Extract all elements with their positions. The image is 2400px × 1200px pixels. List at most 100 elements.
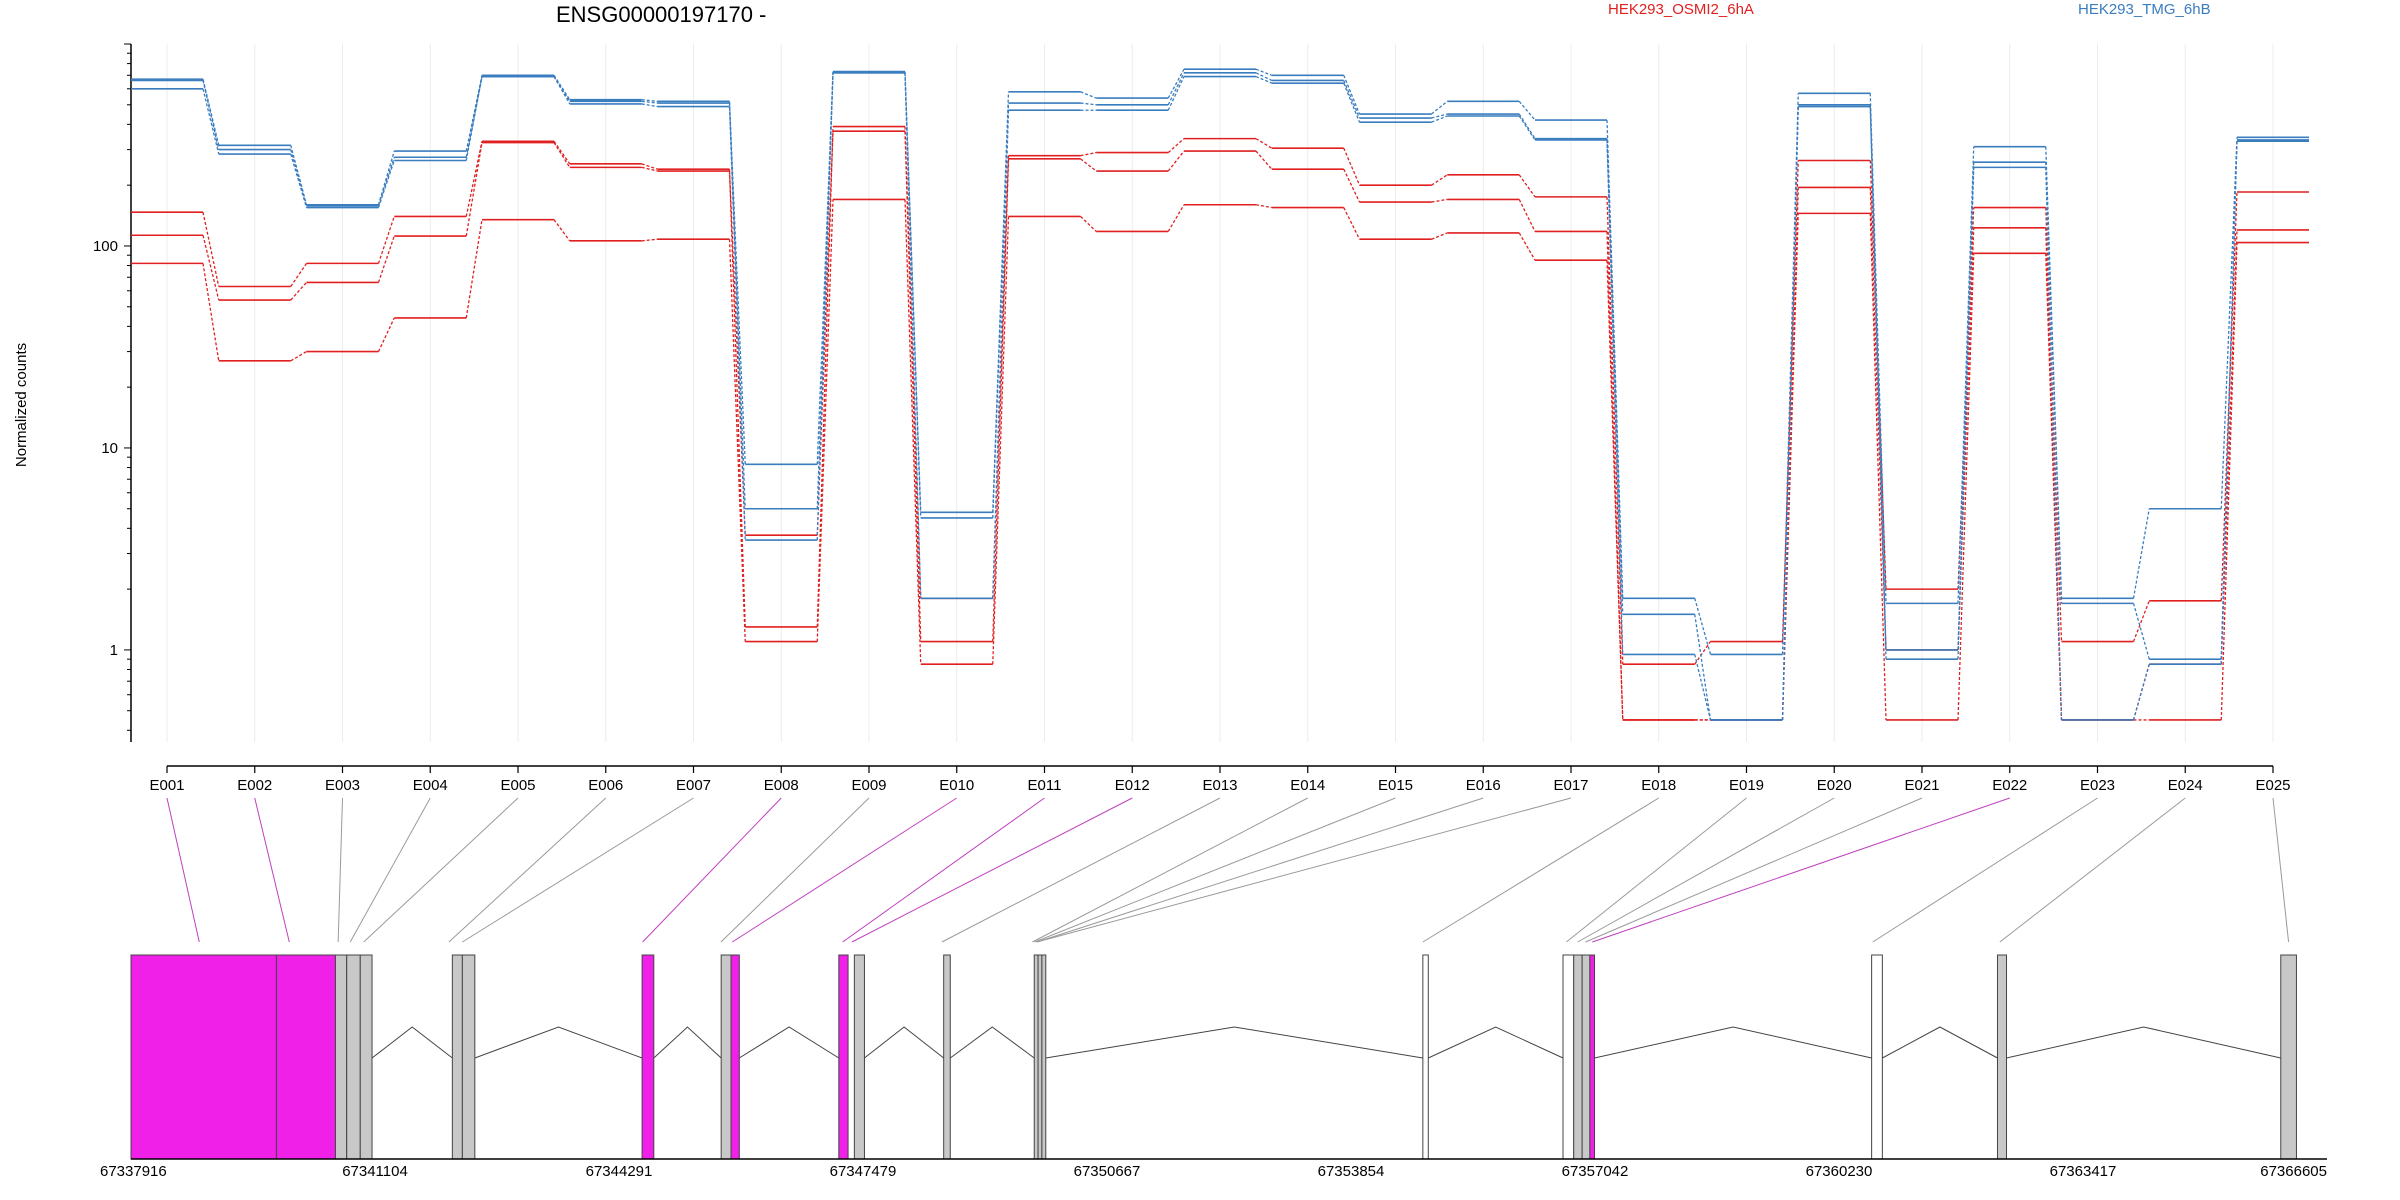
series-transition	[465, 76, 483, 158]
series-transition	[1781, 93, 1799, 655]
x-tick-label: E024	[2168, 777, 2203, 794]
series-transition	[1957, 253, 1975, 720]
exon-box	[346, 954, 361, 1160]
chart-title: ENSG00000197170 -	[556, 2, 766, 27]
series-transition	[1255, 204, 1272, 209]
y-tick-label: 100	[93, 238, 118, 255]
series-transition	[1080, 158, 1097, 172]
series-transition	[2045, 162, 2063, 604]
series-transition	[2045, 253, 2063, 720]
series-transition	[1781, 160, 1799, 642]
series-transition	[465, 219, 483, 319]
series-transition	[2220, 141, 2238, 665]
exon-box	[1562, 954, 1575, 1160]
legend-label-tmg: HEK293_TMG_6hB	[2078, 1, 2211, 18]
exon-connector	[731, 797, 958, 943]
series-transition	[1431, 113, 1448, 119]
intron	[1428, 1026, 1564, 1059]
series-transition	[1167, 150, 1185, 172]
series-2	[131, 198, 2309, 721]
exon-box	[130, 954, 277, 1160]
series-transition	[377, 150, 395, 205]
exon-box	[2280, 954, 2297, 1160]
series-transition	[641, 100, 658, 104]
x-tick-label: E007	[676, 777, 711, 794]
exon-connector	[166, 797, 200, 943]
exon-box	[1996, 954, 2008, 1160]
series-transition	[553, 140, 571, 165]
series-transition	[1518, 100, 1536, 121]
exon-connector	[448, 797, 607, 943]
intron	[1045, 1026, 1423, 1059]
series-transition	[904, 199, 922, 665]
exon-box	[853, 954, 865, 1160]
exon-connector	[1036, 797, 1572, 943]
x-tick-label: E010	[939, 777, 974, 794]
gene-model	[130, 954, 2297, 1160]
series-transition	[1343, 207, 1361, 240]
x-tick-label: E020	[1817, 777, 1852, 794]
exon-connector	[1566, 797, 1747, 943]
series-transition	[1606, 231, 1624, 720]
series-transition	[1255, 138, 1273, 149]
series-transition	[202, 263, 220, 361]
series-transition	[1255, 68, 1272, 76]
series-transition	[1606, 139, 1624, 655]
legend-label-osmi2: HEK293_OSMI2_6hA	[1608, 1, 1754, 18]
coordinate-axis: 67337916 67341104 67344291 67347479 67350667…	[100, 1158, 2327, 1180]
series-transition	[1080, 215, 1097, 232]
coordinate-label: 67341104	[342, 1163, 408, 1180]
series-transition	[1343, 80, 1361, 119]
series-transition	[641, 103, 658, 108]
series-transition	[553, 219, 571, 242]
exon-box	[359, 954, 373, 1160]
series-transition	[1431, 115, 1448, 123]
exon-connector	[1872, 797, 2098, 943]
exon-box	[461, 954, 476, 1160]
exon-connector	[337, 797, 343, 943]
axes: E001 E002 E003 E004 E005 E006 E007 E008 E009 E010…	[93, 43, 2291, 794]
x-tick-label: E003	[325, 777, 360, 794]
series-transition	[290, 281, 307, 301]
intron	[371, 1026, 453, 1059]
series-lines	[131, 68, 2309, 721]
x-tick-label: E004	[413, 777, 448, 794]
x-tick-label: E018	[1641, 777, 1676, 794]
x-tick-label: E025	[2255, 777, 2290, 794]
intron	[1594, 1026, 1872, 1059]
series-transition	[2132, 603, 2150, 660]
series-transition	[1781, 213, 1799, 720]
series-transition	[290, 263, 308, 287]
x-tick-label: E019	[1729, 777, 1764, 794]
exon-connector	[1592, 797, 2010, 943]
series-transition	[1255, 72, 1273, 82]
series-transition	[1869, 160, 1887, 590]
exon-box	[1581, 954, 1591, 1160]
series-transition	[728, 169, 746, 627]
series-transition	[1080, 151, 1097, 157]
series-transition	[1167, 138, 1185, 154]
series-transition	[553, 74, 571, 101]
exon-connectors	[166, 797, 2290, 943]
series-transition	[290, 351, 307, 362]
series-transition	[1518, 232, 1536, 261]
coordinate-label: 67350667	[1074, 1163, 1141, 1180]
x-tick-label: E008	[764, 777, 799, 794]
x-tick-label: E015	[1378, 777, 1413, 794]
series-transition	[641, 238, 658, 242]
exon-connector	[720, 797, 870, 943]
x-tick-label: E001	[149, 777, 184, 794]
x-tick-label: E017	[1553, 777, 1588, 794]
series-transition	[1518, 174, 1536, 198]
exon-box	[275, 954, 336, 1160]
coordinate-label: 67337916	[100, 1163, 167, 1180]
series-transition	[816, 72, 834, 541]
coordinate-label: 67360230	[1806, 1163, 1873, 1180]
series-transition	[1080, 102, 1097, 106]
exon-connector	[851, 797, 1133, 943]
gridlines	[166, 44, 2274, 742]
x-tick-label: E013	[1202, 777, 1237, 794]
series-transition	[2132, 663, 2150, 721]
coordinate-label: 67344291	[586, 1163, 653, 1180]
series-transition	[377, 317, 395, 352]
